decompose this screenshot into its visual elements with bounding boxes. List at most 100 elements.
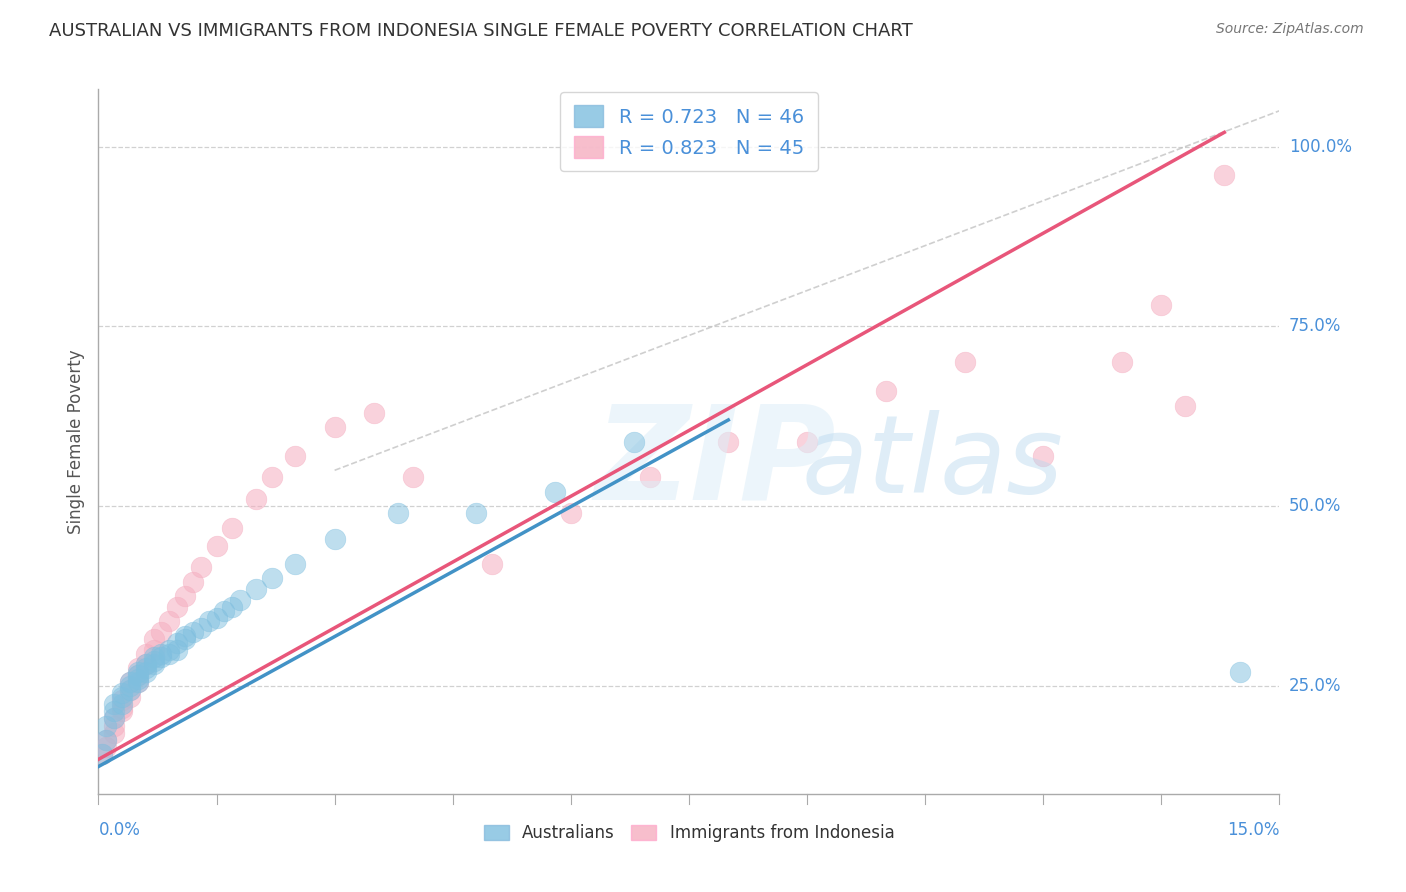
Point <box>127 665 149 679</box>
Point <box>91 747 114 762</box>
Point <box>1174 399 1197 413</box>
Point <box>1032 449 1054 463</box>
Point <box>796 434 818 449</box>
Point <box>260 470 283 484</box>
Point <box>111 686 134 700</box>
Point <box>118 675 141 690</box>
Point <box>174 589 197 603</box>
Text: ZIP: ZIP <box>595 400 837 526</box>
Point <box>135 647 157 661</box>
Point <box>91 747 114 762</box>
Point <box>284 449 307 463</box>
Point <box>1229 665 1251 679</box>
Text: 25.0%: 25.0% <box>1289 677 1341 695</box>
Point <box>135 661 157 675</box>
Text: 0.0%: 0.0% <box>98 821 141 838</box>
Point <box>118 675 141 690</box>
Point <box>221 599 243 614</box>
Point <box>103 725 125 739</box>
Text: 75.0%: 75.0% <box>1289 318 1341 335</box>
Point <box>481 557 503 571</box>
Point <box>157 647 180 661</box>
Point <box>260 571 283 585</box>
Point <box>1111 355 1133 369</box>
Point <box>135 657 157 672</box>
Point <box>127 668 149 682</box>
Point <box>245 582 267 596</box>
Point <box>544 484 567 499</box>
Point <box>127 672 149 686</box>
Point <box>174 632 197 647</box>
Point <box>111 693 134 707</box>
Point <box>221 521 243 535</box>
Point <box>229 592 252 607</box>
Point <box>103 711 125 725</box>
Point <box>323 532 346 546</box>
Point <box>96 733 118 747</box>
Point <box>142 632 165 647</box>
Point <box>181 574 204 589</box>
Point <box>118 682 141 697</box>
Point <box>118 679 141 693</box>
Point <box>638 470 661 484</box>
Point <box>142 657 165 672</box>
Text: 100.0%: 100.0% <box>1289 137 1353 156</box>
Point <box>157 643 180 657</box>
Text: 50.0%: 50.0% <box>1289 497 1341 516</box>
Point <box>284 557 307 571</box>
Point <box>96 733 118 747</box>
Point <box>1213 169 1236 183</box>
Point <box>135 657 157 672</box>
Point <box>205 611 228 625</box>
Text: atlas: atlas <box>801 410 1063 516</box>
Point <box>127 668 149 682</box>
Point <box>1150 298 1173 312</box>
Point <box>111 697 134 711</box>
Point <box>166 599 188 614</box>
Point <box>127 675 149 690</box>
Point <box>560 507 582 521</box>
Point <box>142 650 165 665</box>
Point <box>717 434 740 449</box>
Point <box>323 420 346 434</box>
Legend: Australians, Immigrants from Indonesia: Australians, Immigrants from Indonesia <box>477 818 901 849</box>
Point <box>953 355 976 369</box>
Text: Source: ZipAtlas.com: Source: ZipAtlas.com <box>1216 22 1364 37</box>
Point <box>111 704 134 718</box>
Point <box>103 697 125 711</box>
Point <box>96 718 118 732</box>
Point <box>214 603 236 617</box>
Point <box>623 434 645 449</box>
Point <box>135 665 157 679</box>
Point <box>96 740 118 755</box>
Point <box>111 690 134 704</box>
Point <box>190 560 212 574</box>
Point <box>245 491 267 506</box>
Point <box>150 647 173 661</box>
Point <box>181 625 204 640</box>
Point <box>111 700 134 714</box>
Point <box>157 615 180 629</box>
Point <box>127 661 149 675</box>
Point <box>174 629 197 643</box>
Text: 15.0%: 15.0% <box>1227 821 1279 838</box>
Text: AUSTRALIAN VS IMMIGRANTS FROM INDONESIA SINGLE FEMALE POVERTY CORRELATION CHART: AUSTRALIAN VS IMMIGRANTS FROM INDONESIA … <box>49 22 912 40</box>
Point <box>103 704 125 718</box>
Point <box>363 406 385 420</box>
Y-axis label: Single Female Poverty: Single Female Poverty <box>66 350 84 533</box>
Point <box>387 507 409 521</box>
Point <box>118 690 141 704</box>
Point <box>103 718 125 732</box>
Point <box>402 470 425 484</box>
Point <box>205 539 228 553</box>
Point <box>465 507 488 521</box>
Point <box>127 675 149 690</box>
Point <box>150 650 173 665</box>
Point <box>118 682 141 697</box>
Point <box>103 711 125 725</box>
Point <box>197 615 219 629</box>
Point <box>190 622 212 636</box>
Point <box>166 636 188 650</box>
Point <box>142 643 165 657</box>
Point <box>875 384 897 399</box>
